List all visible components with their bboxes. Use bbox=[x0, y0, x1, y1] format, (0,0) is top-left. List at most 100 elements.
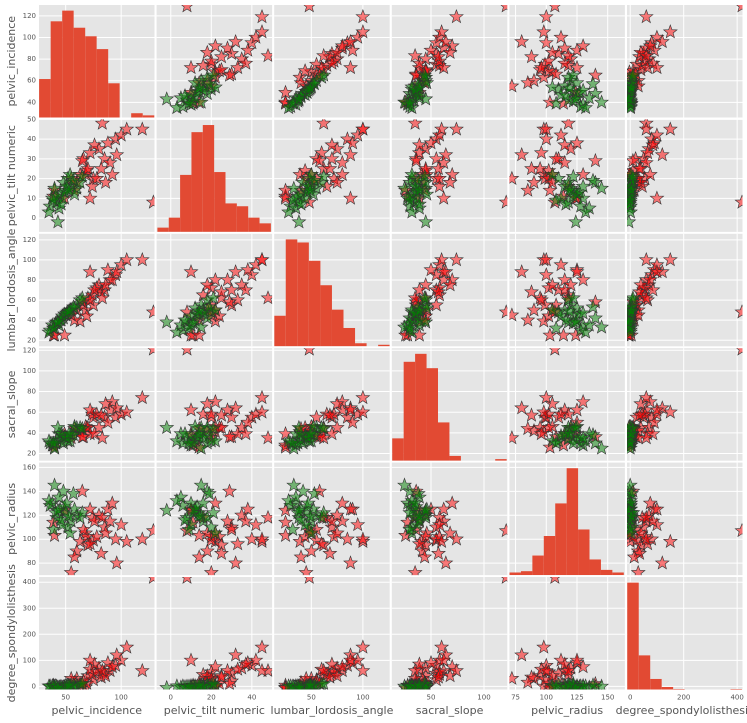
scatter-point bbox=[82, 652, 98, 667]
panel-content bbox=[509, 119, 610, 229]
scatter-point bbox=[82, 145, 98, 160]
scatter-point bbox=[736, 348, 743, 356]
scatter-point bbox=[585, 677, 601, 690]
x-tick-label: 50 bbox=[307, 694, 316, 702]
scatter-point bbox=[316, 47, 332, 63]
scatter-point bbox=[230, 292, 246, 307]
scatter-point bbox=[350, 516, 366, 532]
scatter-point bbox=[293, 512, 309, 527]
scatter-point bbox=[562, 80, 578, 95]
y-tick-label: 20 bbox=[27, 449, 36, 457]
scatter-point bbox=[541, 53, 557, 68]
hist-bar bbox=[274, 315, 286, 347]
scatter-point bbox=[569, 652, 585, 667]
panel-content bbox=[159, 477, 273, 576]
scatter-point bbox=[662, 252, 678, 267]
hist-bar bbox=[600, 569, 613, 576]
scatter-point bbox=[312, 152, 328, 168]
hist-bar bbox=[50, 21, 63, 118]
scatter-point bbox=[286, 477, 302, 492]
scatter-point bbox=[558, 312, 574, 327]
scatter-point bbox=[45, 521, 61, 536]
hist-bar bbox=[225, 203, 237, 232]
scatter-point bbox=[553, 127, 569, 142]
hist-bar bbox=[661, 686, 674, 690]
scatter-point bbox=[324, 151, 340, 166]
scatter-point bbox=[148, 577, 155, 584]
scatter-point bbox=[649, 406, 665, 421]
scatter-point bbox=[79, 308, 95, 323]
scatter-point bbox=[345, 42, 361, 57]
scatter-point bbox=[240, 501, 256, 516]
scatter-point bbox=[63, 564, 79, 576]
scatter-point bbox=[569, 264, 585, 279]
y-tick-label: 200 bbox=[23, 630, 36, 638]
scatter-point bbox=[145, 522, 155, 538]
scatter-point bbox=[291, 91, 307, 106]
scatter-point bbox=[417, 290, 433, 305]
scatter-point bbox=[187, 418, 203, 433]
scatter-point bbox=[177, 312, 193, 327]
scatter-point bbox=[553, 257, 569, 272]
scatter-point bbox=[627, 182, 639, 197]
scatter-point bbox=[442, 44, 458, 60]
scatter-point bbox=[417, 67, 433, 82]
scatter-point bbox=[222, 67, 238, 82]
scatter-point bbox=[303, 166, 319, 181]
scatter-point bbox=[213, 419, 229, 434]
scatter-point bbox=[448, 662, 464, 678]
scatter-point bbox=[355, 9, 371, 24]
scatter-point bbox=[74, 152, 90, 168]
scatter-point bbox=[191, 508, 207, 523]
scatter-point bbox=[649, 59, 665, 75]
scatter-point bbox=[213, 284, 229, 299]
y-tick-label: 80 bbox=[27, 559, 36, 567]
scatter-point bbox=[50, 314, 66, 329]
y-tick-label: 100 bbox=[23, 256, 36, 264]
scatter-point bbox=[438, 33, 454, 49]
scatter-point bbox=[438, 555, 454, 570]
panel-content bbox=[39, 10, 155, 118]
panel bbox=[156, 348, 273, 461]
x-axis-label: pelvic_tilt numeric bbox=[164, 704, 265, 717]
scatter-point bbox=[343, 652, 359, 667]
scatter-point bbox=[93, 545, 109, 560]
scatter-point bbox=[50, 679, 66, 690]
y-tick-label: 60 bbox=[27, 296, 36, 304]
panel bbox=[627, 118, 743, 232]
y-tick-label: 40 bbox=[27, 316, 36, 324]
scatter-point bbox=[343, 555, 359, 570]
hist-bar bbox=[62, 10, 74, 118]
scatter-point bbox=[205, 505, 221, 520]
scatter-point bbox=[305, 418, 321, 433]
scatter-point bbox=[169, 99, 185, 115]
scatter-point bbox=[436, 154, 452, 170]
scatter-point bbox=[498, 194, 508, 209]
scatter-point bbox=[509, 78, 520, 93]
hist-bar bbox=[285, 239, 298, 347]
scatter-point bbox=[109, 147, 125, 162]
scatter-point bbox=[594, 94, 610, 109]
scatter-point bbox=[509, 670, 520, 685]
scatter-point bbox=[100, 501, 116, 516]
scatter-point bbox=[100, 135, 116, 150]
x-tick-label: 100 bbox=[114, 694, 127, 702]
scatter-point bbox=[575, 430, 591, 445]
scatter-point bbox=[585, 299, 601, 314]
scatter-point bbox=[632, 160, 648, 176]
scatter-point bbox=[734, 304, 743, 319]
scatter-point bbox=[509, 170, 520, 185]
scatter-point bbox=[627, 192, 638, 207]
scatter-point bbox=[51, 489, 67, 504]
scatter-point bbox=[411, 59, 427, 75]
scatter-point bbox=[544, 302, 560, 317]
scatter-point bbox=[303, 5, 316, 13]
scatter-point bbox=[355, 531, 371, 546]
scatter-point bbox=[47, 477, 63, 492]
scatter-point bbox=[404, 204, 420, 219]
scatter-point bbox=[402, 95, 418, 110]
scatter-point bbox=[254, 24, 270, 39]
scatter-point bbox=[203, 406, 219, 421]
scatter-point bbox=[254, 404, 270, 419]
panel bbox=[274, 577, 390, 690]
